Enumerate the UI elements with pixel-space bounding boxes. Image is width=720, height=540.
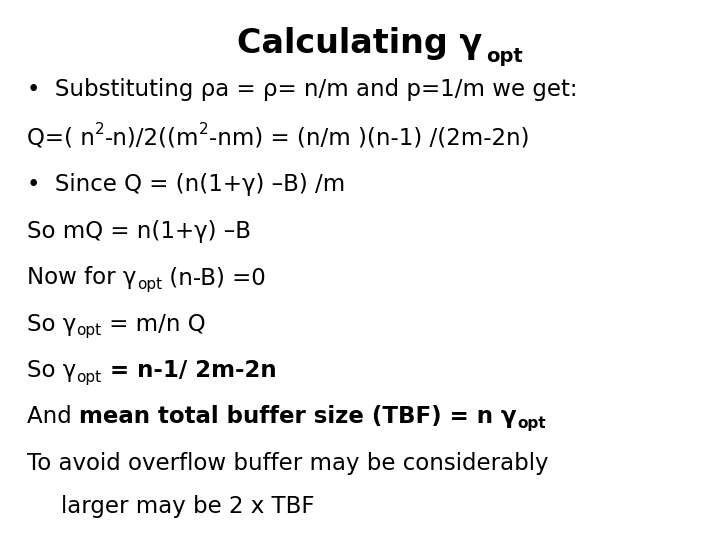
Text: So γ: So γ	[27, 359, 76, 382]
Text: (n-B) =0: (n-B) =0	[162, 266, 266, 289]
Text: 2: 2	[199, 122, 209, 137]
Text: Now for γ: Now for γ	[27, 266, 137, 289]
Text: •  Since Q = (n(1+γ) –B) /m: • Since Q = (n(1+γ) –B) /m	[27, 173, 346, 196]
Text: opt: opt	[76, 323, 102, 339]
Text: So mQ = n(1+γ) –B: So mQ = n(1+γ) –B	[27, 220, 251, 242]
Text: opt: opt	[486, 47, 523, 66]
Text: -n)/2((m: -n)/2((m	[105, 126, 199, 149]
Text: Calculating γ: Calculating γ	[238, 26, 482, 60]
Text: = n-1/ 2m-2n: = n-1/ 2m-2n	[102, 359, 276, 382]
Text: -nm) = (n/m )(n-1) /(2m-2n): -nm) = (n/m )(n-1) /(2m-2n)	[209, 126, 529, 149]
Text: 2: 2	[95, 122, 105, 137]
Text: mean total buffer size (TBF) = n γ: mean total buffer size (TBF) = n γ	[79, 406, 517, 428]
Text: opt: opt	[76, 370, 102, 385]
Text: opt: opt	[137, 277, 162, 292]
Text: = m/n Q: = m/n Q	[102, 313, 205, 335]
Text: opt: opt	[517, 416, 546, 431]
Text: •  Substituting ρa = ρ= n/m and p=1/m we get:: • Substituting ρa = ρ= n/m and p=1/m we …	[27, 78, 578, 100]
Text: To avoid overflow buffer may be considerably: To avoid overflow buffer may be consider…	[27, 452, 549, 475]
Text: And: And	[27, 406, 79, 428]
Text: So γ: So γ	[27, 313, 76, 335]
Text: larger may be 2 x TBF: larger may be 2 x TBF	[61, 495, 315, 518]
Text: Q=( n: Q=( n	[27, 126, 95, 149]
